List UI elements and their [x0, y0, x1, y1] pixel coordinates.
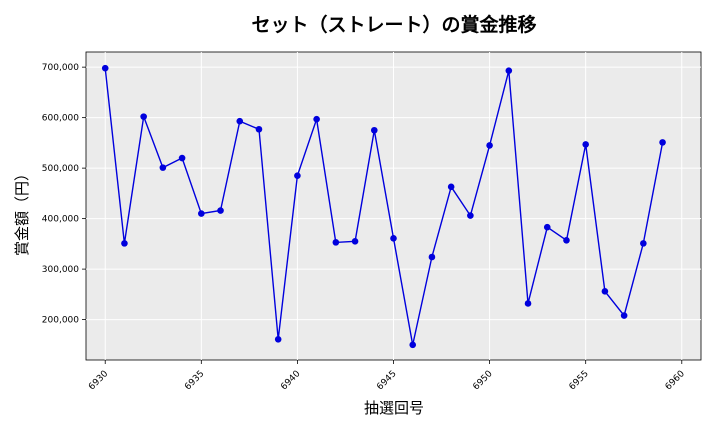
- data-point: [159, 164, 167, 171]
- x-axis-label: 抽選回号: [364, 399, 424, 417]
- data-point: [274, 335, 282, 343]
- data-point: [178, 154, 186, 162]
- data-point: [447, 183, 455, 191]
- y-tick-label: 700,000: [42, 63, 79, 73]
- data-point: [294, 172, 301, 180]
- x-tick-label: 6935: [183, 369, 206, 392]
- data-point: [409, 341, 417, 349]
- data-point: [505, 67, 513, 74]
- y-tick-label: 400,000: [42, 215, 79, 225]
- y-tick-label: 500,000: [42, 164, 79, 174]
- data-point: [255, 125, 263, 133]
- data-point: [640, 240, 647, 247]
- y-axis-ticks: 200,000 300,000 400,000 500,000 600,000 700,0…: [42, 63, 86, 326]
- data-point: [140, 113, 147, 120]
- x-axis-ticks: 6930 6935 6940 6945 6950 6955 6960: [87, 360, 687, 392]
- data-point: [313, 115, 320, 123]
- data-point: [121, 240, 128, 247]
- data-point: [198, 210, 205, 217]
- data-point: [620, 312, 628, 319]
- data-point: [370, 126, 378, 134]
- series-group: [101, 64, 666, 349]
- data-point: [351, 238, 359, 245]
- x-tick-label: 6960: [664, 369, 687, 392]
- y-tick-label: 200,000: [42, 316, 79, 326]
- y-tick-label: 300,000: [42, 265, 79, 275]
- data-point: [390, 235, 397, 242]
- data-point: [601, 288, 609, 295]
- data-point: [217, 207, 224, 214]
- x-tick-label: 6940: [279, 369, 302, 392]
- x-tick-label: 6950: [471, 369, 494, 392]
- data-point: [428, 253, 436, 261]
- data-point: [582, 141, 589, 148]
- data-point: [563, 237, 570, 244]
- data-point: [101, 64, 109, 72]
- data-point: [543, 223, 551, 231]
- data-point: [486, 142, 493, 149]
- x-tick-label: 6930: [87, 369, 110, 392]
- data-point: [236, 117, 244, 125]
- data-point: [467, 212, 474, 219]
- series-line: [104, 68, 664, 346]
- x-tick-label: 6955: [568, 369, 591, 392]
- y-tick-label: 600,000: [42, 114, 79, 124]
- x-tick-label: 6945: [375, 369, 398, 392]
- data-point: [659, 139, 666, 146]
- data-point: [524, 300, 532, 307]
- chart-title: セット（ストレート）の賞金推移: [251, 13, 536, 36]
- data-point: [332, 239, 340, 246]
- x-gridlines: [104, 52, 683, 360]
- y-axis-label: 賞金額（円）: [13, 166, 31, 256]
